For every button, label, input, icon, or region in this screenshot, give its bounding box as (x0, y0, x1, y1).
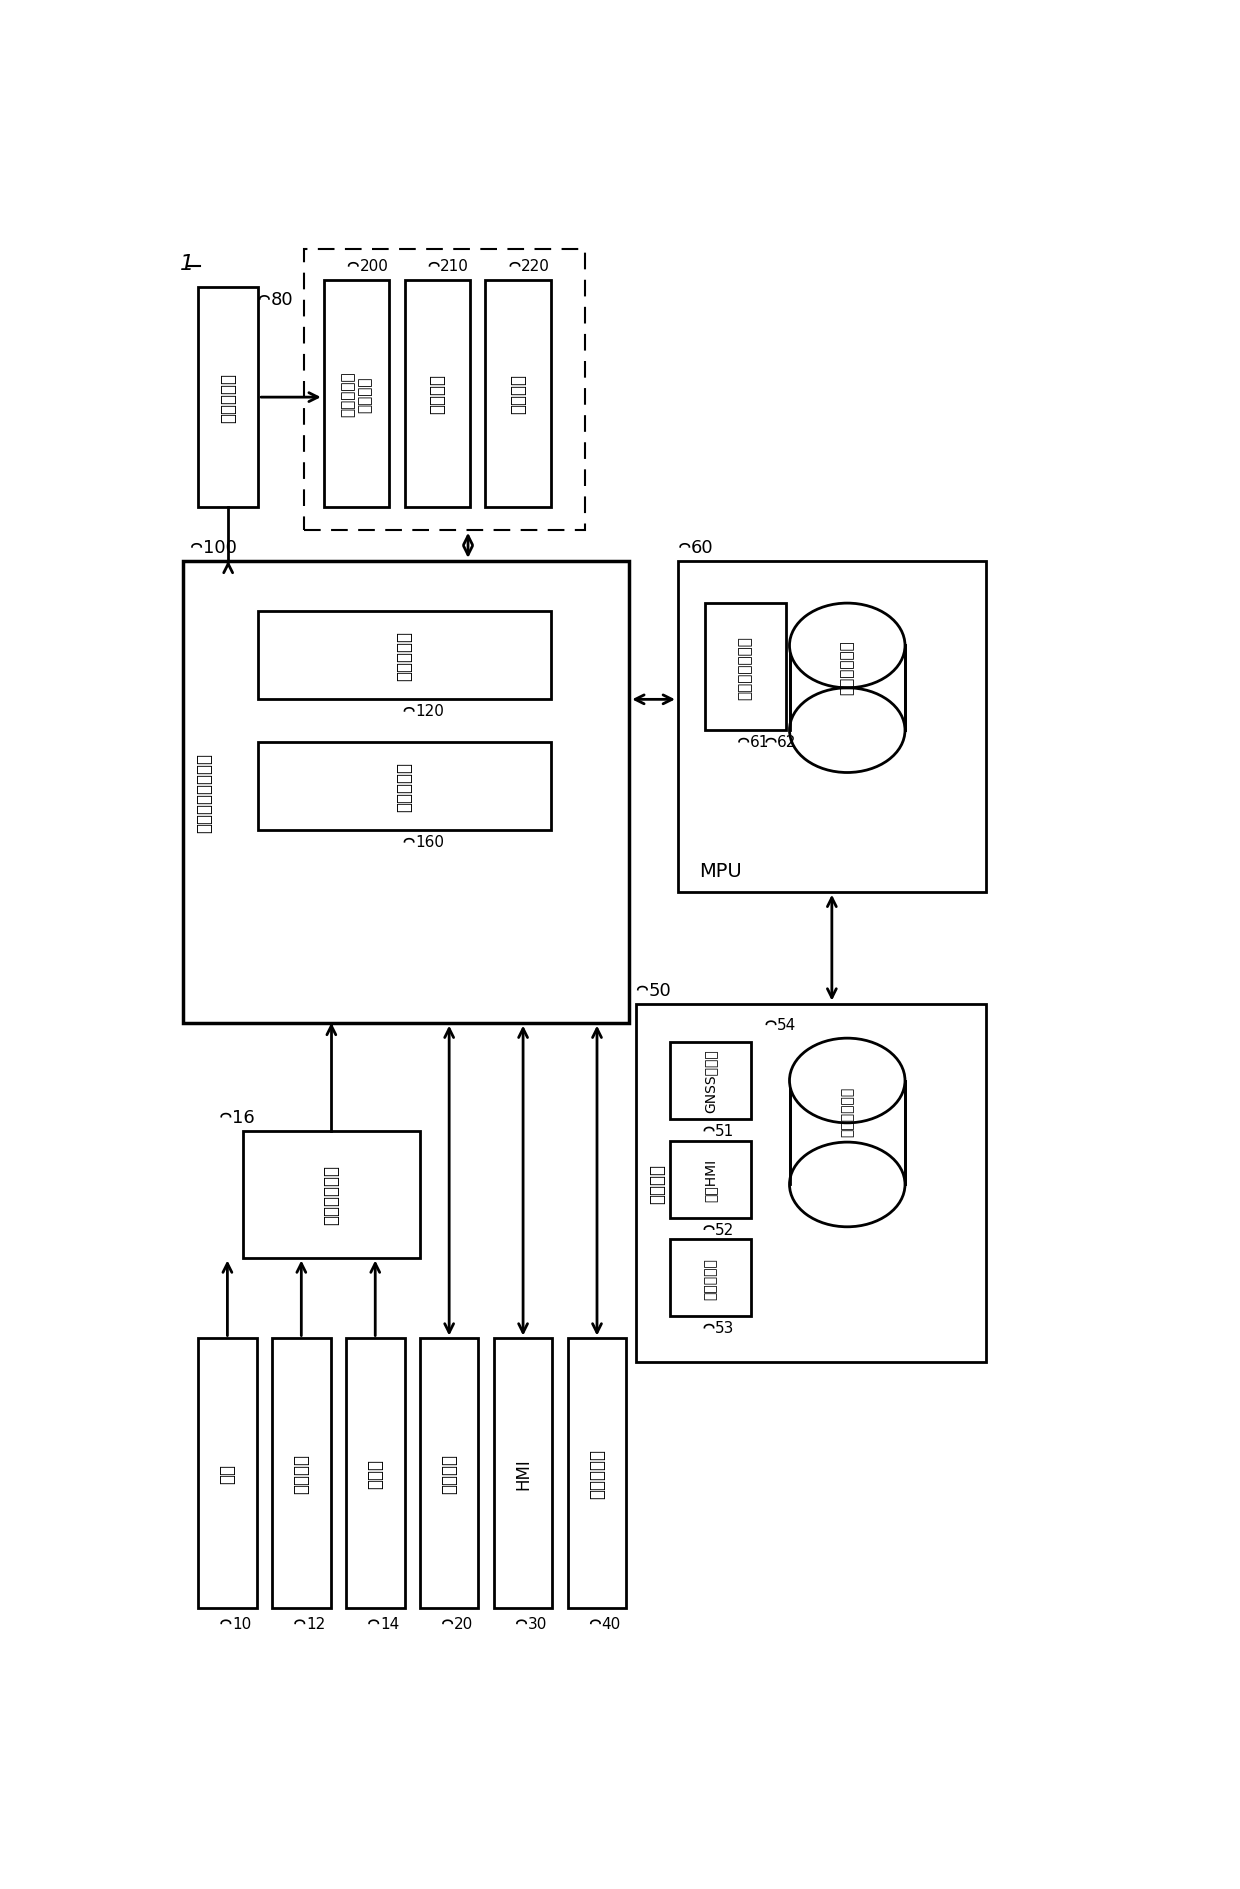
Text: 200: 200 (360, 259, 388, 274)
Text: 53: 53 (715, 1320, 734, 1336)
Text: 62: 62 (777, 735, 796, 750)
Bar (272, 1339, 331, 1608)
Text: 20: 20 (454, 1615, 472, 1630)
Bar (420, 1339, 479, 1608)
Bar (678, 561, 986, 892)
Bar (258, 612, 551, 701)
Bar (790, 1081, 905, 1184)
Text: 30: 30 (528, 1615, 547, 1630)
Text: 导航装置: 导航装置 (649, 1164, 666, 1203)
Text: 路径决定部: 路径决定部 (703, 1256, 718, 1300)
Bar (346, 1339, 404, 1608)
Ellipse shape (790, 688, 905, 773)
Text: 第二控制部: 第二控制部 (396, 761, 413, 812)
Ellipse shape (790, 604, 905, 688)
Bar (258, 742, 551, 831)
Bar (704, 604, 786, 731)
Text: 100: 100 (203, 538, 237, 557)
Text: 210: 210 (440, 259, 469, 274)
Text: 导航HMI: 导航HMI (703, 1158, 718, 1201)
Bar (404, 281, 470, 508)
Bar (304, 249, 585, 531)
Text: MPU: MPU (699, 861, 742, 880)
Text: 10: 10 (232, 1615, 252, 1630)
Text: 第二地图信息: 第二地图信息 (839, 640, 854, 695)
Text: 220: 220 (521, 259, 551, 274)
Text: 车辆传感器: 车辆传感器 (588, 1449, 606, 1498)
Bar (324, 281, 389, 508)
Text: 驾驶操作件: 驾驶操作件 (219, 372, 237, 423)
Text: 雷达装置: 雷达装置 (293, 1453, 310, 1494)
Text: 60: 60 (691, 538, 713, 557)
Bar (670, 1043, 751, 1120)
Text: 160: 160 (415, 835, 444, 850)
Bar (790, 646, 905, 731)
Bar (182, 561, 630, 1024)
Bar (670, 1239, 751, 1317)
Text: 61: 61 (750, 735, 769, 750)
Bar (568, 1339, 626, 1608)
Text: 12: 12 (306, 1615, 325, 1630)
Text: 40: 40 (601, 1615, 621, 1630)
Text: 推荐车道推定部: 推荐车道推定部 (738, 635, 753, 699)
Text: 80: 80 (270, 291, 293, 308)
Text: 51: 51 (715, 1124, 734, 1139)
Text: 第一地图信息: 第一地图信息 (841, 1086, 854, 1137)
Text: 16: 16 (232, 1109, 254, 1126)
Text: 制动装置: 制动装置 (428, 374, 446, 414)
Bar (485, 281, 551, 508)
Text: HMI: HMI (515, 1458, 532, 1489)
Ellipse shape (790, 1039, 905, 1124)
Text: 自动驾驶控制装置: 自动驾驶控制装置 (196, 752, 213, 833)
Bar (635, 1003, 986, 1362)
Text: 第一控制部: 第一控制部 (396, 631, 413, 680)
Text: 探测器: 探测器 (366, 1458, 384, 1489)
Text: 转向装置: 转向装置 (510, 374, 527, 414)
Bar (198, 1339, 257, 1608)
Text: GNSS接收机: GNSS接收机 (703, 1048, 718, 1113)
Text: 54: 54 (777, 1018, 796, 1031)
Text: 14: 14 (379, 1615, 399, 1630)
Bar (494, 1339, 552, 1608)
Text: 1: 1 (180, 253, 195, 274)
Bar (198, 289, 258, 508)
Bar (243, 1132, 420, 1258)
Text: 物体识别装置: 物体识别装置 (322, 1164, 340, 1224)
Text: 50: 50 (649, 980, 671, 999)
Text: 行驶驱动力
输出装置: 行驶驱动力 输出装置 (340, 372, 372, 417)
Text: 52: 52 (715, 1222, 734, 1237)
Text: 120: 120 (415, 705, 444, 720)
Text: 通信装置: 通信装置 (440, 1453, 458, 1494)
Bar (670, 1141, 751, 1218)
Ellipse shape (790, 1143, 905, 1228)
Text: 相机: 相机 (218, 1464, 237, 1483)
